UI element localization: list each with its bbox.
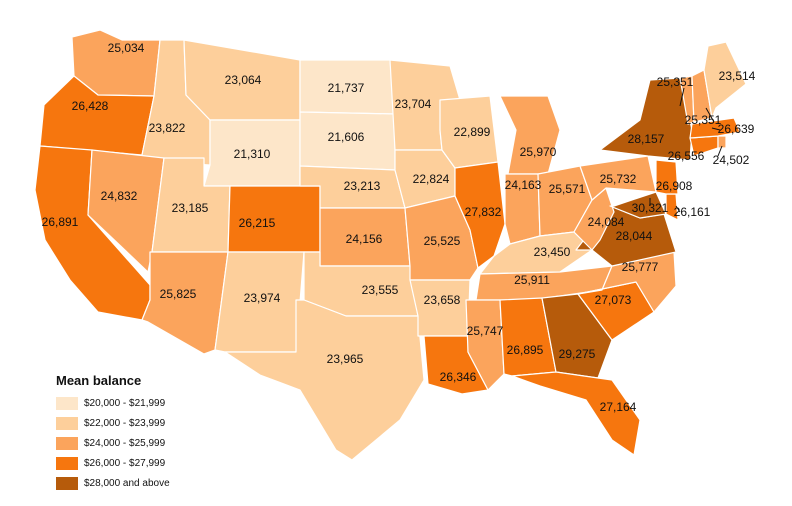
state-value-ut: 23,185 xyxy=(172,201,209,215)
state-value-mi: 25,970 xyxy=(520,145,557,159)
state-value-la: 26,346 xyxy=(440,370,477,384)
legend-label: $26,000 - $27,999 xyxy=(84,457,166,469)
leader-line-ri xyxy=(717,145,723,157)
state-value-ma: 26,639 xyxy=(718,122,755,136)
state-value-nj: 26,908 xyxy=(656,179,693,193)
state-value-nh: 25,351 xyxy=(685,113,722,127)
leader-line-de xyxy=(675,205,681,213)
state-value-in: 24,163 xyxy=(505,178,542,192)
legend-label: $20,000 - $21,999 xyxy=(84,397,166,409)
state-value-mt: 23,064 xyxy=(225,73,262,87)
state-ny xyxy=(599,77,693,161)
state-value-tx: 23,965 xyxy=(327,352,364,366)
state-value-ca: 26,891 xyxy=(42,215,79,229)
state-value-sc: 27,073 xyxy=(595,293,632,307)
state-value-vt: 25,351 xyxy=(657,75,694,89)
legend-item: $26,000 - $27,999 xyxy=(56,453,170,473)
legend-swatch xyxy=(56,436,78,450)
state-value-wv: 24,084 xyxy=(588,215,625,229)
state-value-al: 26,895 xyxy=(507,343,544,357)
state-value-sd: 21,606 xyxy=(328,130,365,144)
state-pa xyxy=(579,155,657,201)
state-value-mo: 25,525 xyxy=(424,234,461,248)
legend-item: $22,000 - $23,999 xyxy=(56,413,170,433)
legend-swatch xyxy=(56,456,78,470)
state-value-il: 27,832 xyxy=(465,205,502,219)
state-value-wi: 22,899 xyxy=(454,125,491,139)
state-mi xyxy=(499,95,561,175)
legend-title: Mean balance xyxy=(56,373,142,388)
state-value-mn: 23,704 xyxy=(395,97,432,111)
state-ri xyxy=(717,135,727,149)
state-ms xyxy=(465,299,505,391)
state-value-fl: 27,164 xyxy=(600,400,637,414)
state-value-nd: 21,737 xyxy=(328,81,365,95)
leader-line-vt xyxy=(679,87,685,107)
legend-item: $24,000 - $25,999 xyxy=(56,433,170,453)
state-ga xyxy=(541,293,613,379)
state-value-ks: 24,156 xyxy=(346,232,383,246)
state-tx xyxy=(224,299,425,461)
state-value-nc: 25,777 xyxy=(622,260,659,274)
legend-item: $20,000 - $21,999 xyxy=(56,393,170,413)
state-value-wa: 25,034 xyxy=(108,41,145,55)
state-md xyxy=(609,191,667,219)
state-value-ga: 29,275 xyxy=(559,347,596,361)
legend-item: $28,000 and above xyxy=(56,473,170,493)
legend-label: $28,000 and above xyxy=(84,477,170,489)
state-value-ok: 23,555 xyxy=(362,283,399,297)
state-value-ct: 26,556 xyxy=(668,149,705,163)
state-value-ia: 22,824 xyxy=(413,172,450,186)
state-value-ny: 28,157 xyxy=(628,132,665,146)
state-value-tn: 25,911 xyxy=(514,273,550,287)
state-value-pa: 25,732 xyxy=(600,172,637,186)
state-value-wy: 21,310 xyxy=(234,147,271,161)
legend-swatch xyxy=(56,476,78,490)
leader-line-ma xyxy=(711,127,721,131)
state-value-ri: 24,502 xyxy=(713,153,750,167)
state-value-ky: 23,450 xyxy=(534,245,571,259)
legend-label: $24,000 - $25,999 xyxy=(84,437,166,449)
legend-label: $22,000 - $23,999 xyxy=(84,417,166,429)
state-az xyxy=(141,251,229,355)
state-value-me: 23,514 xyxy=(719,69,756,83)
state-value-va: 28,044 xyxy=(616,229,653,243)
legend-swatch xyxy=(56,416,78,430)
state-value-nv: 24,832 xyxy=(101,189,138,203)
state-value-or: 26,428 xyxy=(72,99,109,113)
legend: Mean balance $20,000 - $21,999 $22,000 - … xyxy=(56,373,170,493)
state-value-co: 26,215 xyxy=(239,216,276,230)
state-value-ms: 25,747 xyxy=(467,324,504,338)
state-ar xyxy=(409,279,471,337)
state-ma xyxy=(689,117,741,139)
state-value-oh: 25,571 xyxy=(549,182,586,196)
state-nj xyxy=(655,159,679,195)
state-value-ne: 23,213 xyxy=(344,179,381,193)
state-value-az: 25,825 xyxy=(160,287,197,301)
state-value-ar: 23,658 xyxy=(424,293,461,307)
state-value-nm: 23,974 xyxy=(244,291,281,305)
state-fl xyxy=(511,371,641,456)
leader-line-nh xyxy=(705,107,715,123)
state-il xyxy=(454,161,506,269)
legend-swatch xyxy=(56,396,78,410)
state-value-id: 23,822 xyxy=(149,121,186,135)
state-value-de: 26,161 xyxy=(674,205,711,219)
state-value-md: 30,321 xyxy=(632,201,669,215)
